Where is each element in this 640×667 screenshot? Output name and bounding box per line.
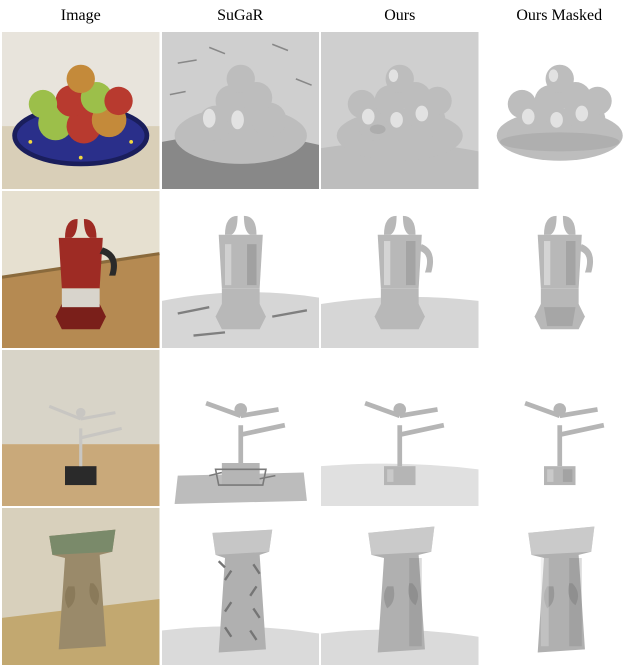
header-label: Ours Masked <box>516 7 602 25</box>
cell-apples-ours <box>321 32 479 189</box>
cell-sculpture-sugar <box>162 508 320 665</box>
comparison-grid: Image SuGaR Ours Ours Masked <box>0 0 640 667</box>
col-header-image: Image <box>2 2 160 30</box>
cell-ballerina-sugar <box>162 350 320 507</box>
header-label: Ours <box>384 7 415 25</box>
cell-ballerina-ours <box>321 350 479 507</box>
cell-apples-image <box>2 32 160 189</box>
cell-ballerina-image <box>2 350 160 507</box>
cell-apples-sugar <box>162 32 320 189</box>
col-header-ours-masked: Ours Masked <box>481 2 639 30</box>
col-header-ours: Ours <box>321 2 479 30</box>
cell-mokapot-sugar <box>162 191 320 348</box>
header-label: SuGaR <box>217 7 263 25</box>
header-label: Image <box>61 7 101 25</box>
cell-ballerina-masked <box>481 350 639 507</box>
cell-sculpture-ours <box>321 508 479 665</box>
cell-mokapot-image <box>2 191 160 348</box>
cell-sculpture-image <box>2 508 160 665</box>
cell-mokapot-masked <box>481 191 639 348</box>
col-header-sugar: SuGaR <box>162 2 320 30</box>
cell-sculpture-masked <box>481 508 639 665</box>
cell-mokapot-ours <box>321 191 479 348</box>
cell-apples-masked <box>481 32 639 189</box>
